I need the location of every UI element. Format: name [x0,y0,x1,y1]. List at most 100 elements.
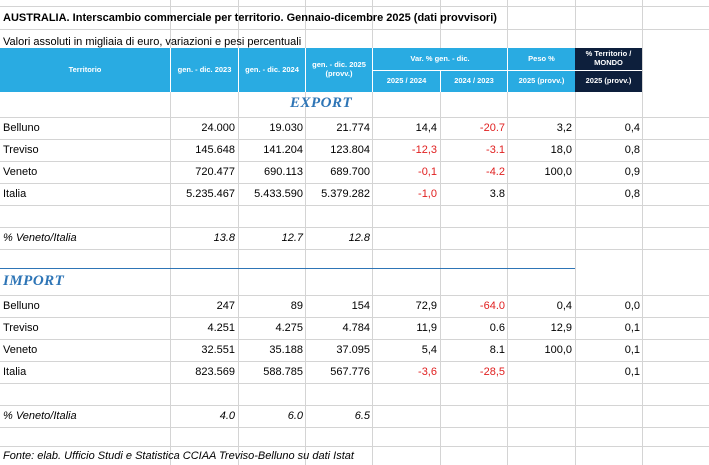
cell-var-2025: -1,0 [418,188,437,200]
header-territorio: Territorio [68,64,102,74]
cell-peso: 18,0 [550,144,572,156]
cell-2023: 145.648 [195,144,235,156]
gridline [0,446,709,447]
cell-territorio: Treviso [3,322,39,334]
table-row-ratio: % Veneto/Italia 13.8 12.7 12.8 [0,228,709,248]
cell-2023: 247 [216,300,235,312]
gridline [0,249,709,250]
cell-var-2024: 3.8 [489,188,505,200]
gridline [238,0,239,465]
table-row: Treviso 145.648 141.204 123.804 -12,3 -3… [0,140,709,160]
cell-var-2024: 8.1 [489,344,505,356]
cell-2025: 37.095 [336,344,370,356]
gridline [170,0,171,465]
section-export-label: EXPORT [290,95,353,111]
header-mondo-line2: MONDO [594,58,623,67]
header-divider [238,48,239,92]
cell-var-2024: -4.2 [486,166,505,178]
cell-peso: 100,0 [544,344,572,356]
header-peso: Peso % [528,53,555,63]
gridline [0,405,709,406]
cell-2024: 12.7 [281,232,303,244]
cell-territorio: Veneto [3,344,38,356]
gridline [0,139,709,140]
cell-territorio: % Veneto/Italia [3,410,77,422]
cell-2024: 89 [290,300,303,312]
cell-2023: 823.569 [195,366,235,378]
header-mondo-sub: 2025 (provv.) [585,76,632,86]
cell-2023: 32.551 [201,344,235,356]
header-var-group: Var. % gen. - dic. [410,53,470,63]
header-divider [170,48,171,92]
gridline [507,0,508,465]
cell-territorio: Belluno [3,300,40,312]
cell-var-2025: 72,9 [415,300,437,312]
cell-peso: 0,4 [556,300,572,312]
cell-2023: 4.251 [207,322,235,334]
cell-2025: 689.700 [330,166,370,178]
table-row: Veneto 32.551 35.188 37.095 5,4 8.1 100,… [0,340,709,360]
gridline [0,29,709,30]
header-var-2024: 2024 / 2023 [454,76,494,86]
gridline [0,227,709,228]
cell-2024: 35.188 [269,344,303,356]
cell-2025: 4.784 [342,322,370,334]
table-row: Italia 823.569 588.785 567.776 -3,6 -28,… [0,362,709,382]
gridline [0,339,709,340]
page-title: AUSTRALIA. Interscambio commerciale per … [3,12,497,24]
cell-var-2024: -3.1 [486,144,505,156]
cell-var-2025: 5,4 [421,344,437,356]
cell-2025: 6.5 [354,410,370,422]
cell-var-2024: -20.7 [479,122,505,134]
cell-2023: 720.477 [195,166,235,178]
header-divider [372,70,642,71]
cell-peso: 100,0 [544,166,572,178]
gridline [0,383,709,384]
cell-var-2025: -3,6 [418,366,437,378]
cell-var-2025: -12,3 [411,144,437,156]
header-mondo-line1: % Territorio / [585,49,632,59]
table-row: Italia 5.235.467 5.433.590 5.379.282 -1,… [0,184,709,204]
gridline [0,317,709,318]
cell-var-2025: 14,4 [415,122,437,134]
header-2025-line2: (provv.) [325,69,353,78]
gridline [642,0,643,465]
gridline [0,183,709,184]
cell-mondo: 0,4 [624,122,640,134]
cell-mondo: 0,9 [624,166,640,178]
cell-territorio: Treviso [3,144,39,156]
source-note: Fonte: elab. Ufficio Studi e Statistica … [3,450,354,462]
cell-2025: 154 [351,300,370,312]
gridline [0,117,709,118]
cell-2025: 21.774 [336,122,370,134]
header-2023: gen. - dic. 2023 [177,64,232,74]
cell-peso: 3,2 [556,122,572,134]
page-subtitle: Valori assoluti in migliaia di euro, var… [3,36,302,48]
cell-mondo: 0,8 [624,188,640,200]
cell-territorio: Belluno [3,122,40,134]
section-separator [0,268,575,269]
cell-2024: 690.113 [264,166,303,178]
gridline [305,0,306,465]
cell-2025: 123.804 [330,144,370,156]
cell-mondo: 0,1 [624,344,640,356]
gridline [440,0,441,465]
cell-territorio: Italia [3,366,27,378]
gridline [0,161,709,162]
header-peso-sub: 2025 (provv.) [518,76,565,86]
header-mondo: % Territorio / MONDO [575,48,642,70]
cell-2023: 4.0 [219,410,235,422]
gridline [0,427,709,428]
header-var-2025: 2025 / 2024 [386,76,427,86]
cell-mondo: 0,1 [624,366,640,378]
gridline [0,205,709,206]
cell-mondo: 0,1 [624,322,640,334]
cell-2023: 5.235.467 [186,188,235,200]
cell-2024: 5.433.590 [254,188,303,200]
cell-var-2024: -28,5 [479,366,505,378]
cell-2024: 6.0 [287,410,303,422]
header-2024: gen. - dic. 2024 [245,64,299,74]
gridline [0,361,709,362]
section-import-label: IMPORT [3,273,65,289]
cell-2024: 588.785 [263,366,303,378]
